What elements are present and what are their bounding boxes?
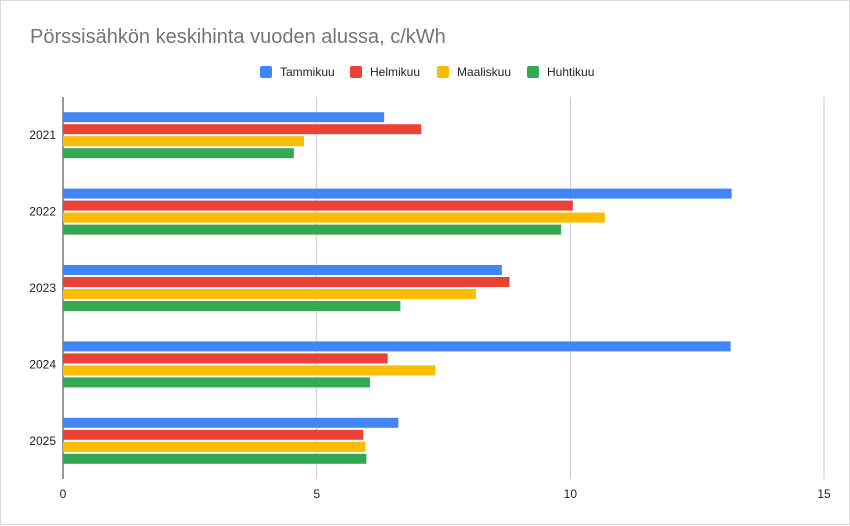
legend-swatch-maaliskuu <box>437 66 449 78</box>
legend-item-maaliskuu: Maaliskuu <box>437 62 511 82</box>
bar-2021-tammikuu <box>63 112 385 123</box>
legend-item-tammikuu: Tammikuu <box>260 62 335 82</box>
bar-2021-maaliskuu <box>63 136 304 147</box>
bar-2021-huhtikuu <box>63 148 294 159</box>
y-category-label-2025: 2025 <box>29 434 56 448</box>
bar-2025-huhtikuu <box>63 453 367 464</box>
legend-swatch-huhtikuu <box>527 66 539 78</box>
x-tick-label-10: 10 <box>564 487 578 501</box>
bar-2025-tammikuu <box>63 417 399 428</box>
bar-2023-tammikuu <box>63 265 502 275</box>
bar-2024-tammikuu <box>63 341 731 352</box>
bar-2025-helmikuu <box>63 429 364 440</box>
legend-label-huhtikuu: Huhtikuu <box>547 65 595 79</box>
y-category-label-2021: 2021 <box>29 128 56 142</box>
bar-2024-maaliskuu <box>63 365 436 376</box>
bar-2022-tammikuu <box>63 188 732 199</box>
bar-2024-helmikuu <box>63 353 388 364</box>
legend-label-tammikuu: Tammikuu <box>280 65 335 79</box>
x-tick-label-15: 15 <box>817 487 831 501</box>
x-tick-label-0: 0 <box>60 487 67 501</box>
legend-label-helmikuu: Helmikuu <box>370 65 421 79</box>
bar-2022-huhtikuu <box>63 224 562 235</box>
x-tick-label-5: 5 <box>313 487 320 501</box>
bar-2022-helmikuu <box>63 200 573 211</box>
legend-swatch-helmikuu <box>350 66 362 78</box>
chart-title: Pörssisähkön keskihinta vuoden alussa, c… <box>30 26 446 48</box>
bar-2025-maaliskuu <box>63 441 366 452</box>
legend-label-maaliskuu: Maaliskuu <box>457 65 512 79</box>
legend-swatch-tammikuu <box>260 66 272 78</box>
chart-legend: Tammikuu Helmikuu Maaliskuu Huhtikuu <box>1 62 850 82</box>
legend-item-huhtikuu: Huhtikuu <box>527 62 594 82</box>
legend-item-helmikuu: Helmikuu <box>350 62 420 82</box>
bar-2022-maaliskuu <box>63 212 605 223</box>
bar-2024-huhtikuu <box>63 377 370 388</box>
y-category-label-2024: 2024 <box>29 357 56 371</box>
y-category-label-2022: 2022 <box>29 205 56 219</box>
bar-2023-huhtikuu <box>63 301 401 311</box>
bar-2023-maaliskuu <box>63 289 476 299</box>
bar-2021-helmikuu <box>63 124 422 135</box>
y-category-label-2023: 2023 <box>29 281 56 295</box>
bar-2023-helmikuu <box>63 277 510 287</box>
